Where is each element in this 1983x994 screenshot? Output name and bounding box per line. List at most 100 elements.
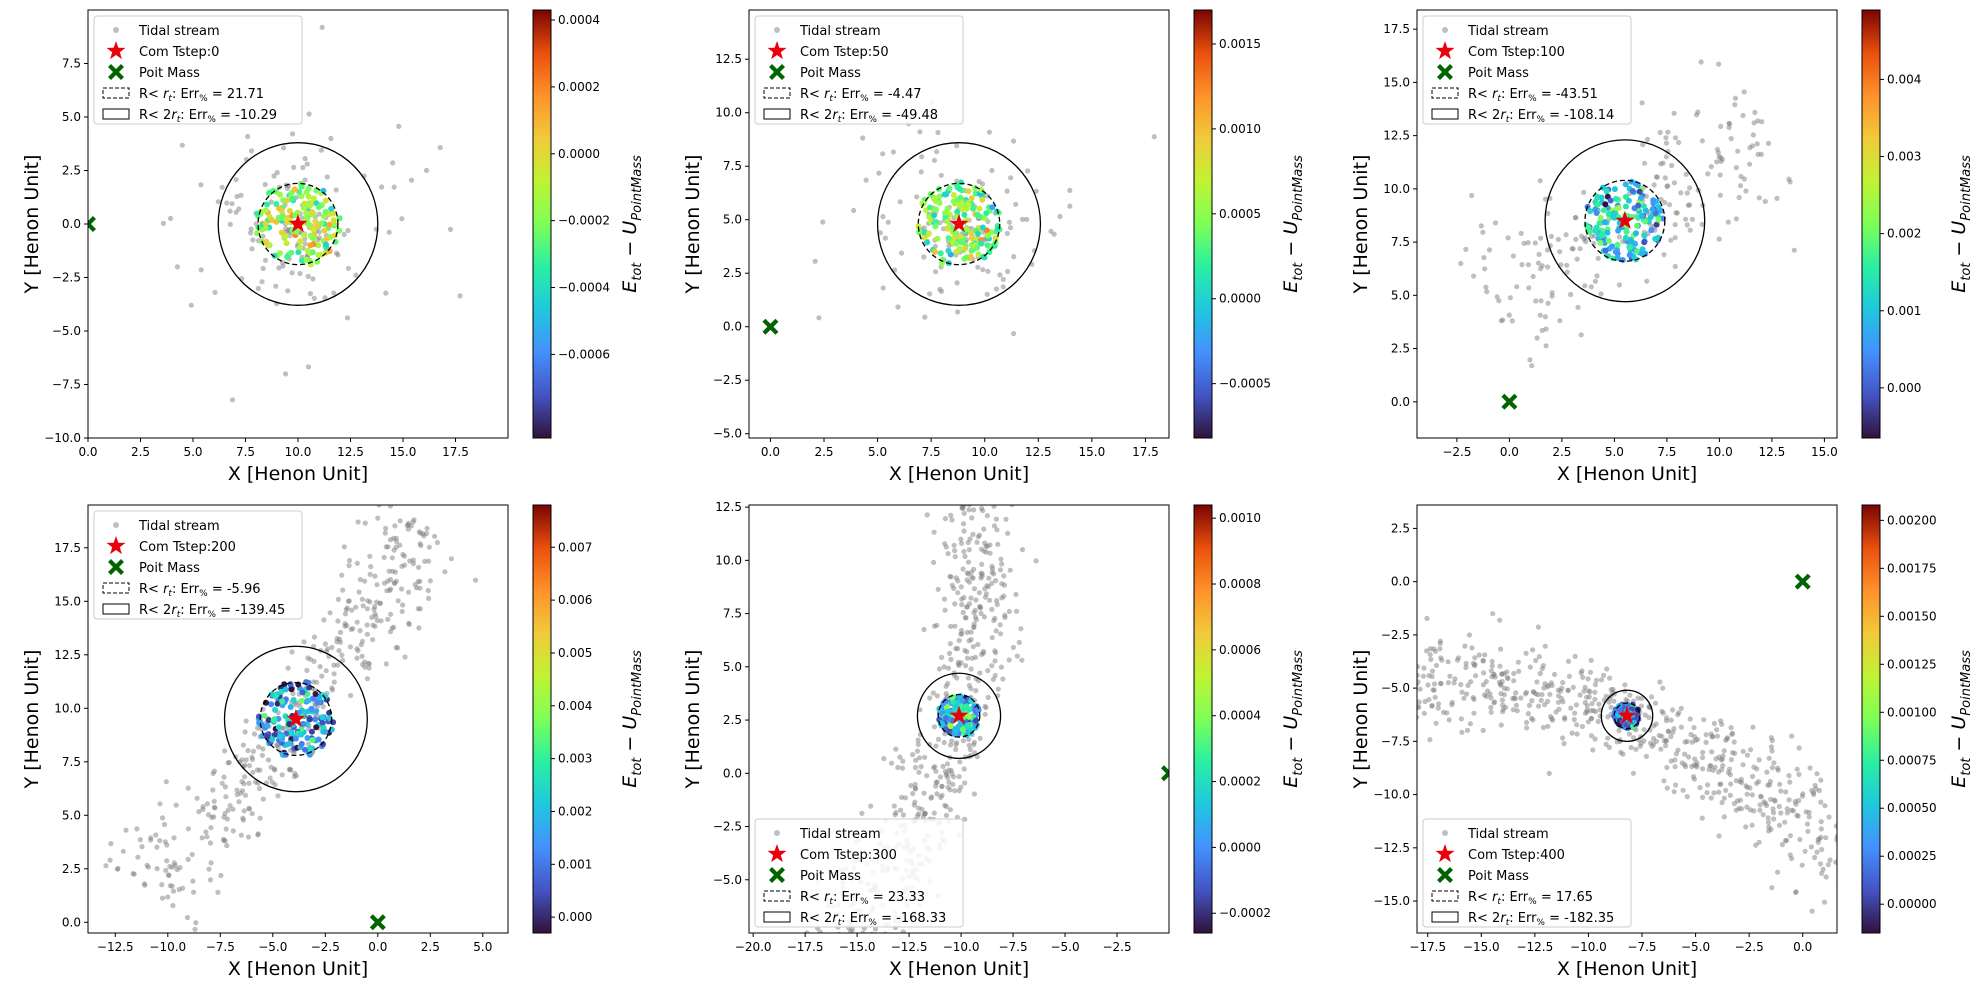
stream-point bbox=[828, 978, 833, 983]
stream-point bbox=[1504, 669, 1510, 675]
panel-4: −12.5 −10.0 −7.5 −5.0 −2.5 0.0 2.5 5.00.02.55.0… bbox=[21, 504, 645, 980]
stream-point bbox=[782, 959, 787, 964]
plot-area bbox=[1400, 573, 1837, 914]
y-tick-label: 5.0 bbox=[723, 660, 742, 674]
core-point bbox=[306, 716, 313, 723]
core-point bbox=[1601, 219, 1608, 226]
core-point bbox=[1655, 216, 1662, 223]
stream-point bbox=[1426, 673, 1432, 679]
stream-point bbox=[410, 519, 416, 525]
stream-point bbox=[372, 611, 378, 617]
stream-point bbox=[960, 485, 965, 490]
stream-point bbox=[962, 816, 968, 822]
stream-point bbox=[1725, 219, 1731, 225]
stream-point bbox=[1743, 824, 1749, 830]
x-tick-label: 5.0 bbox=[183, 445, 202, 459]
stream-point bbox=[982, 703, 988, 710]
stream-point bbox=[1680, 787, 1686, 793]
stream-point bbox=[230, 806, 236, 812]
stream-point bbox=[1788, 807, 1795, 814]
stream-point bbox=[357, 628, 363, 634]
core-point bbox=[313, 708, 320, 714]
stream-point bbox=[1663, 140, 1670, 146]
stream-point bbox=[304, 667, 310, 674]
stream-point bbox=[387, 537, 394, 543]
core-point bbox=[1626, 251, 1633, 258]
core-point bbox=[1602, 201, 1609, 208]
stream-point bbox=[1548, 713, 1554, 720]
core-point bbox=[299, 257, 305, 264]
core-point bbox=[963, 226, 970, 233]
core-point bbox=[1614, 250, 1621, 257]
stream-point bbox=[1400, 656, 1405, 661]
stream-point bbox=[1514, 708, 1520, 714]
stream-point bbox=[1769, 885, 1775, 891]
stream-point bbox=[1700, 794, 1706, 801]
colorbar-tick-label: 0.0004 bbox=[1219, 709, 1261, 723]
stream-point bbox=[991, 617, 997, 624]
stream-point bbox=[990, 488, 995, 493]
stream-point bbox=[1794, 812, 1800, 819]
core-point bbox=[1597, 239, 1604, 246]
stream-point bbox=[891, 803, 897, 809]
stream-point bbox=[157, 801, 163, 807]
y-tick-label: 0.0 bbox=[62, 217, 81, 231]
stream-point bbox=[1709, 749, 1715, 755]
stream-point bbox=[1759, 119, 1765, 125]
stream-point bbox=[302, 177, 308, 183]
stream-point bbox=[952, 548, 958, 554]
stream-point bbox=[1590, 747, 1596, 753]
core-point bbox=[326, 221, 333, 228]
stream-point bbox=[215, 889, 221, 895]
plot-area bbox=[88, 24, 463, 403]
core-point bbox=[1607, 197, 1614, 204]
stream-point bbox=[1744, 784, 1750, 790]
tidal-radius-circle bbox=[259, 681, 333, 757]
stream-point bbox=[406, 620, 412, 626]
stream-point bbox=[937, 774, 944, 780]
core-point bbox=[274, 700, 281, 707]
stream-point bbox=[1019, 547, 1026, 553]
stream-point bbox=[961, 510, 967, 516]
stream-point bbox=[749, 960, 754, 965]
core-point bbox=[940, 700, 947, 707]
stream-point bbox=[1802, 848, 1808, 854]
com-star-marker bbox=[949, 705, 969, 724]
stream-point bbox=[1710, 767, 1716, 773]
stream-point bbox=[1486, 247, 1493, 253]
core-point bbox=[950, 192, 957, 198]
stream-point bbox=[942, 541, 948, 547]
stream-point bbox=[1675, 747, 1681, 753]
stream-point bbox=[1678, 724, 1684, 730]
stream-point bbox=[327, 610, 333, 616]
stream-point bbox=[1730, 750, 1736, 756]
stream-point bbox=[447, 226, 454, 232]
stream-point bbox=[285, 288, 291, 294]
stream-point bbox=[1462, 643, 1468, 649]
colorbar-tick-label: 0.0010 bbox=[1219, 511, 1261, 525]
stream-point bbox=[985, 268, 991, 274]
stream-point bbox=[362, 520, 368, 526]
core-point bbox=[1627, 244, 1633, 251]
stream-point bbox=[1717, 781, 1723, 787]
stream-point bbox=[924, 512, 930, 518]
x-tick-label: −7.5 bbox=[1627, 940, 1656, 954]
y-tick-label: −2.5 bbox=[713, 820, 742, 834]
stream-point bbox=[221, 837, 227, 844]
colorbar-tick-label: 0.00125 bbox=[1887, 657, 1937, 671]
stream-point bbox=[416, 564, 422, 571]
stream-point bbox=[1482, 652, 1488, 658]
stream-point bbox=[185, 785, 191, 791]
stream-point bbox=[851, 207, 857, 214]
stream-point bbox=[1449, 699, 1455, 705]
stream-point bbox=[1499, 697, 1505, 703]
stream-point bbox=[1670, 729, 1676, 735]
stream-point bbox=[170, 903, 176, 909]
stream-point bbox=[164, 858, 170, 864]
stream-point bbox=[257, 815, 263, 821]
stream-point bbox=[931, 559, 937, 566]
stream-point bbox=[915, 813, 921, 819]
stream-point bbox=[1594, 273, 1600, 279]
legend-rt-swatch bbox=[102, 582, 130, 594]
core-point bbox=[298, 697, 305, 704]
